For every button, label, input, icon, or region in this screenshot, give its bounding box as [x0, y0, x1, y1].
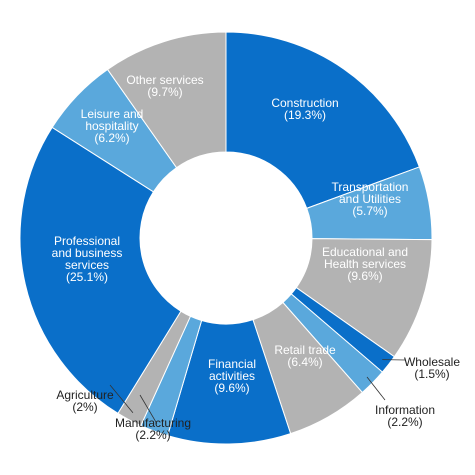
leader-line: [366, 376, 386, 401]
value-label: (25.1%): [66, 270, 108, 284]
segment-label: Information(2.2%): [375, 403, 435, 429]
segment-label: Other services(9.7%): [126, 73, 203, 99]
label-line: services: [65, 258, 109, 272]
label-line: and Utilities: [339, 192, 401, 206]
label-line: Transportation: [332, 180, 409, 194]
category-label: Retail trade: [274, 343, 336, 357]
label-line: Professional: [54, 234, 120, 248]
segment-label: Manufacturing(2.2%): [115, 416, 191, 442]
category-label: Financial activities: [208, 357, 256, 383]
label-line: Manufacturing: [115, 416, 191, 430]
leader-line: [109, 384, 134, 414]
label-line: Other services: [126, 73, 203, 87]
label-line: Leisure and: [81, 107, 144, 121]
segment-label: Financial activities(9.6%): [208, 357, 256, 395]
category-label: Transportation and Utilities: [332, 180, 409, 206]
category-label: Wholesale: [404, 355, 460, 369]
category-label: Agriculture: [56, 388, 114, 402]
segment-label: Construction(19.3%): [271, 96, 338, 122]
segment: [19, 126, 182, 415]
segment: [225, 31, 421, 209]
segment-label: Transportation and Utilities(5.7%): [332, 180, 409, 218]
value-label: (6.2%): [94, 131, 129, 145]
segment-label: Retail trade(6.4%): [274, 343, 336, 369]
category-label: Leisure and hospitality: [81, 107, 144, 133]
segment-label: Agriculture(2%): [56, 388, 114, 414]
value-label: (1.5%): [414, 367, 449, 381]
value-label: (9.7%): [147, 85, 182, 99]
label-line: and business: [52, 246, 123, 260]
label-line: Health services: [324, 257, 406, 271]
value-label: (2.2%): [135, 428, 170, 442]
category-label: Other services: [126, 73, 203, 87]
leader-line: [139, 394, 158, 424]
label-line: hospitality: [85, 119, 138, 133]
label-line: activities: [209, 369, 255, 383]
label-line: Retail trade: [274, 343, 336, 357]
category-label: Information: [375, 403, 435, 417]
label-line: Agriculture: [56, 388, 114, 402]
segment-label: Wholesale(1.5%): [404, 355, 460, 381]
segment: [106, 31, 227, 169]
value-label: (19.3%): [284, 108, 326, 122]
category-label: Educational and Health services: [322, 245, 408, 271]
value-label: (5.7%): [352, 204, 387, 218]
value-label: (2.2%): [387, 415, 422, 429]
segment-label: Professional and business services(25.1%): [52, 234, 123, 284]
value-label: (6.4%): [287, 355, 322, 369]
category-label: Manufacturing: [115, 416, 191, 430]
value-label: (9.6%): [347, 269, 382, 283]
segment-label: Leisure and hospitality(6.2%): [81, 107, 144, 145]
category-label: Professional and business services: [52, 234, 123, 272]
value-label: (9.6%): [214, 381, 249, 395]
label-line: Financial: [208, 357, 256, 371]
value-label: (2%): [72, 400, 97, 414]
label-line: Information: [375, 403, 435, 417]
label-line: Educational and: [322, 245, 408, 259]
segment-label: Educational and Health services(9.6%): [322, 245, 408, 283]
label-line: Construction: [271, 96, 338, 110]
label-line: Wholesale: [404, 355, 460, 369]
category-label: Construction: [271, 96, 338, 110]
